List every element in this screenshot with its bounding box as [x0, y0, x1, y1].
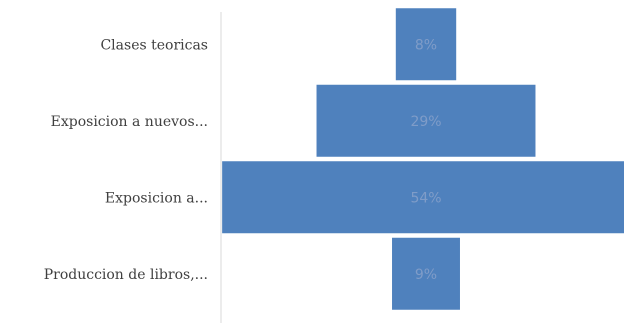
category-label-0: Clases teoricas — [100, 37, 208, 53]
category-label-2: Exposicion a... — [105, 190, 208, 206]
category-label-3: Produccion de libros,... — [44, 267, 208, 283]
bar-3 — [392, 237, 460, 310]
data-label-0: 8% — [415, 37, 437, 53]
bar-1 — [316, 84, 536, 157]
data-label-3: 9% — [415, 267, 437, 283]
category-label-1: Exposicion a nuevos... — [51, 114, 208, 130]
data-label-1: 29% — [410, 114, 441, 130]
bar-2 — [222, 161, 624, 234]
bar-0 — [395, 8, 457, 81]
data-label-2: 54% — [410, 190, 441, 206]
